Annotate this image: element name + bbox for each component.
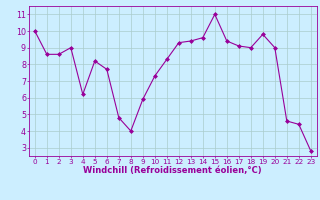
X-axis label: Windchill (Refroidissement éolien,°C): Windchill (Refroidissement éolien,°C)	[84, 166, 262, 175]
